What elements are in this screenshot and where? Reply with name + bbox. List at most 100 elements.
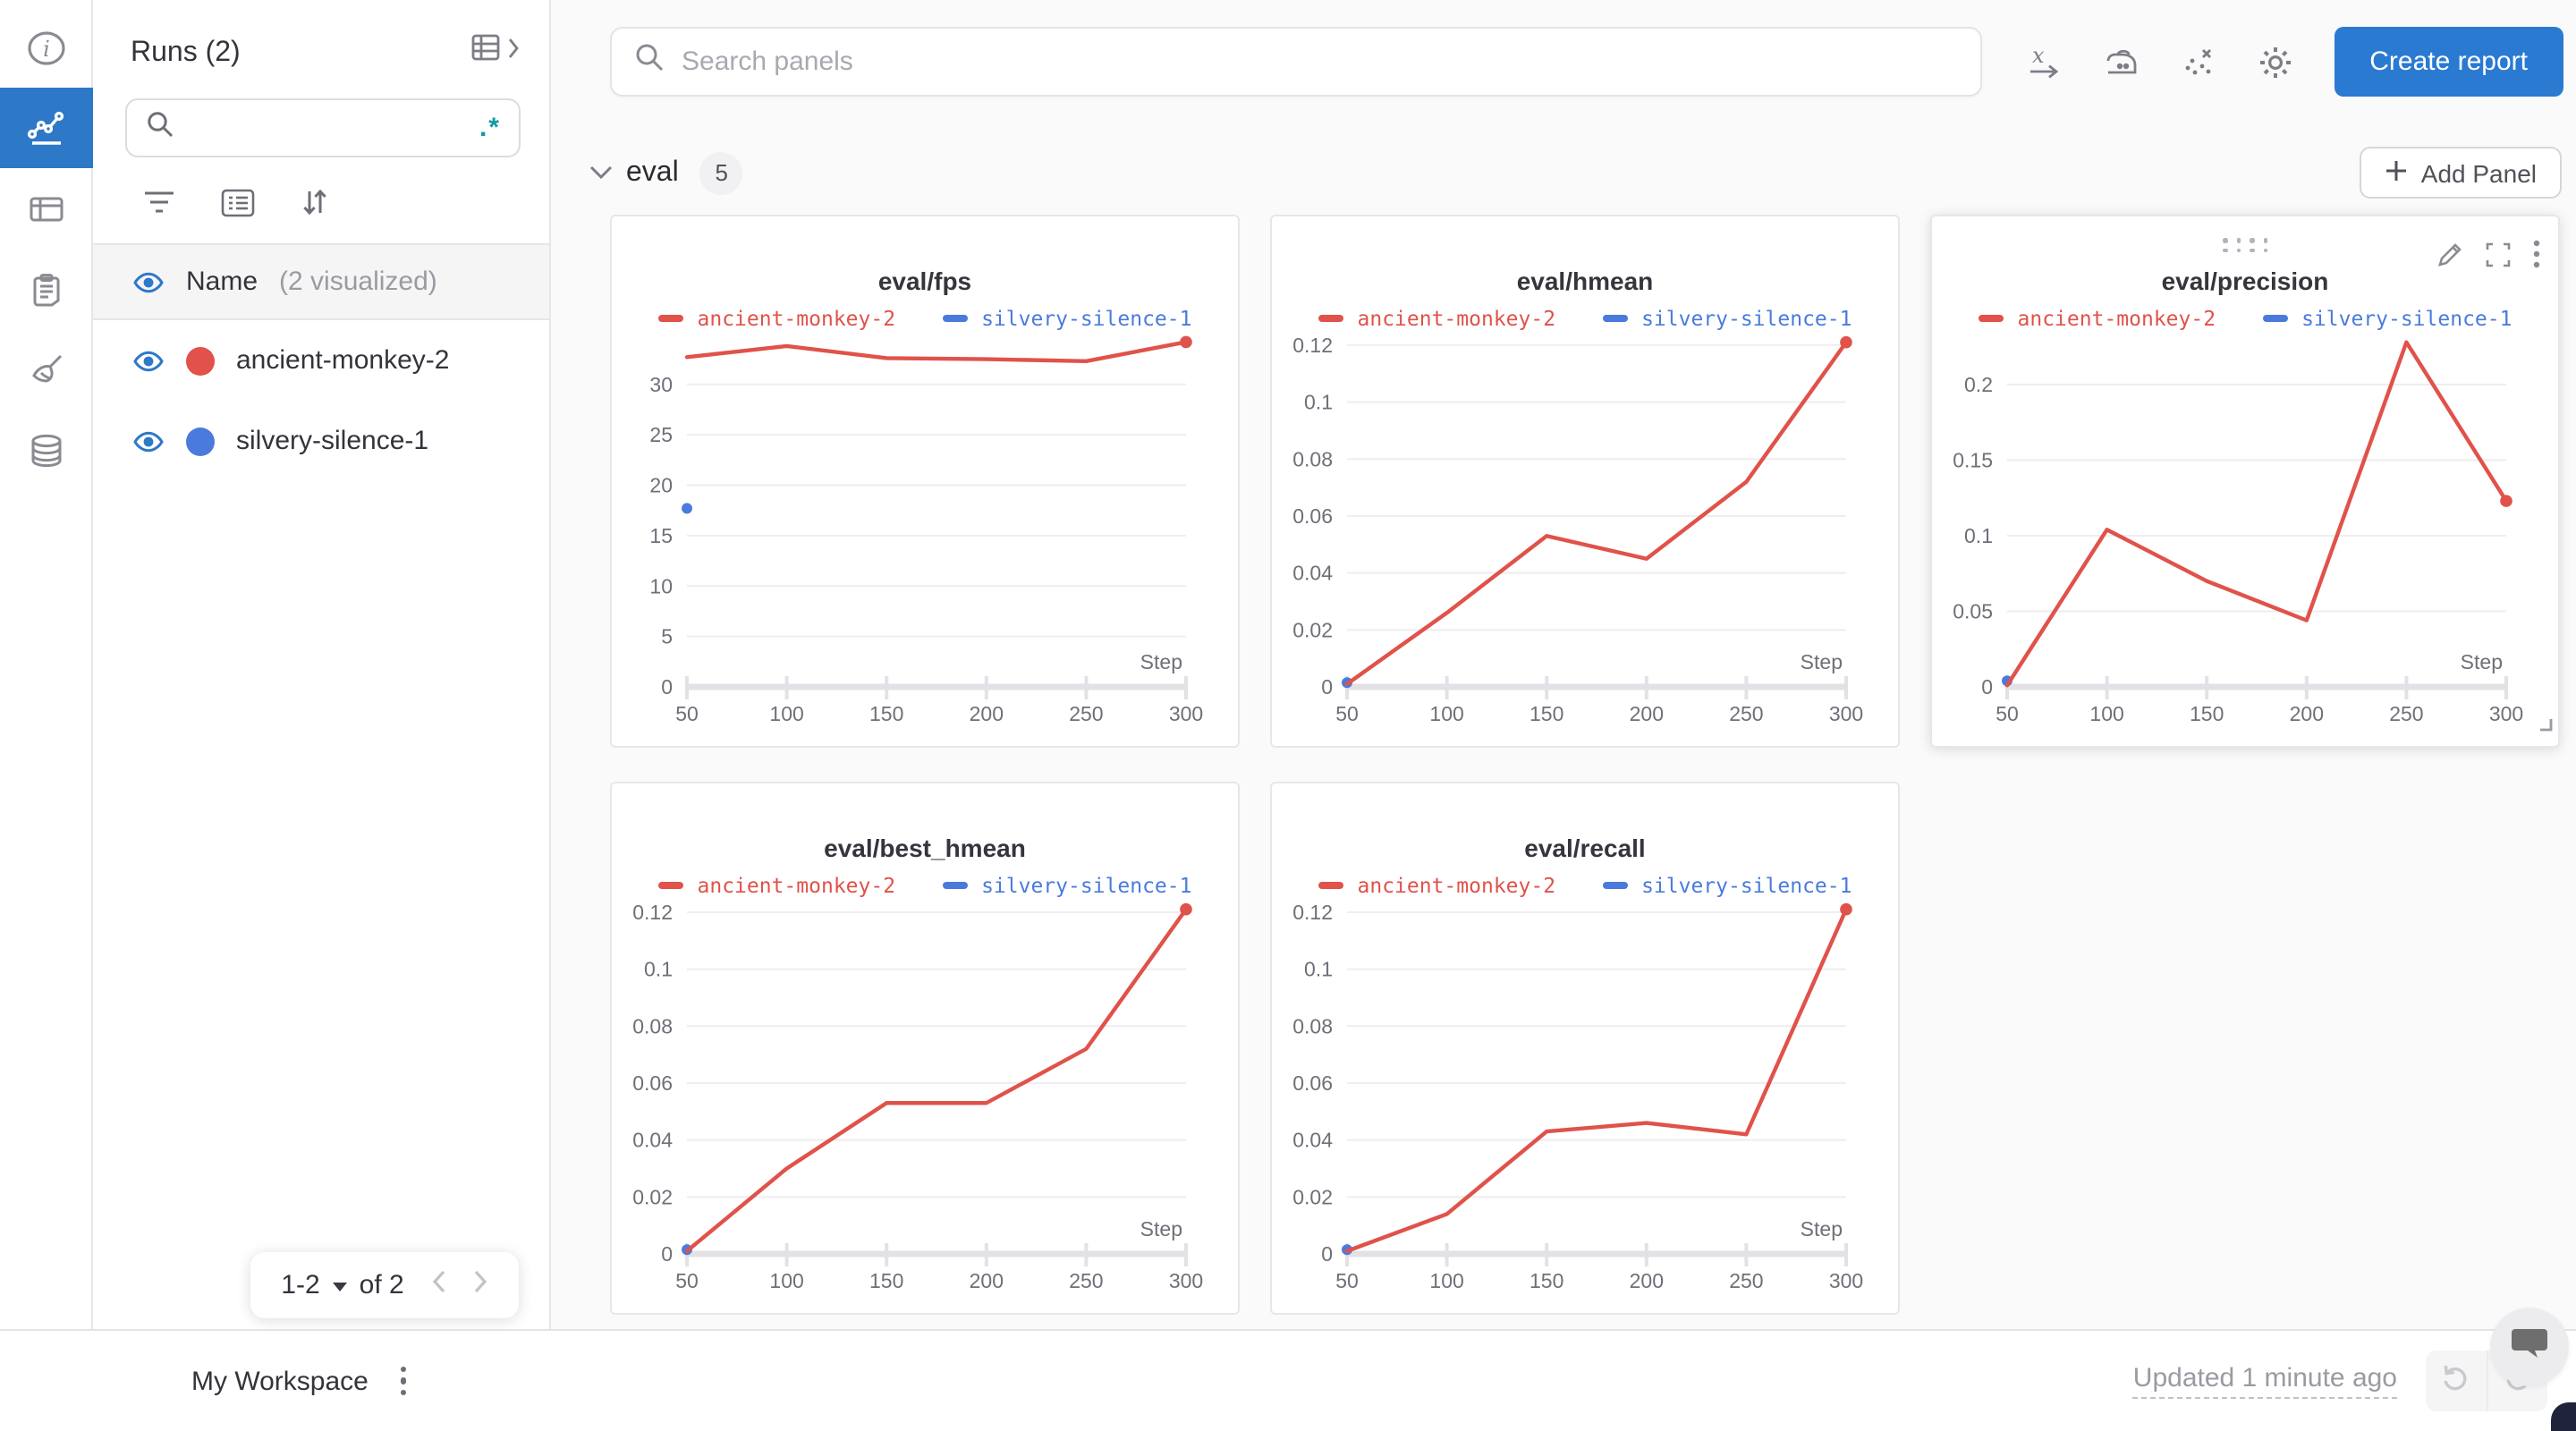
legend-color-dash <box>1318 882 1343 889</box>
run-name-label[interactable]: ancient-monkey-2 <box>236 345 450 376</box>
nav-logs[interactable] <box>0 249 93 329</box>
smoothing-iron-icon[interactable] <box>2102 42 2141 81</box>
nav-overview[interactable]: i <box>0 7 93 88</box>
section-panel-count-badge: 5 <box>699 151 743 194</box>
svg-text:250: 250 <box>1729 702 1763 725</box>
panel-search-input[interactable] <box>682 47 1959 77</box>
table-icon <box>470 32 506 73</box>
visibility-eye-icon[interactable] <box>132 425 165 457</box>
legend-entry[interactable]: silvery-silence-1 <box>1602 873 1852 898</box>
chart-panel[interactable]: eval/fps ancient-monkey-2 silvery-silence… <box>610 215 1240 748</box>
svg-text:Step: Step <box>1140 1217 1182 1240</box>
list-icon[interactable] <box>220 186 256 218</box>
legend-run-label: silvery-silence-1 <box>2301 306 2512 331</box>
svg-text:250: 250 <box>1069 1269 1103 1292</box>
page-of-label: of 2 <box>359 1270 404 1300</box>
section-collapse-chevron-icon[interactable] <box>589 165 614 181</box>
chart-panel[interactable]: eval/precision ancient-monkey-2 silvery-s… <box>1930 215 2560 748</box>
kebab-menu-icon[interactable] <box>2533 240 2540 268</box>
legend-entry[interactable]: silvery-silence-1 <box>1602 306 1852 331</box>
legend-color-dash <box>1978 315 2004 322</box>
legend-entry[interactable]: silvery-silence-1 <box>2262 306 2512 331</box>
svg-text:50: 50 <box>675 702 699 725</box>
sort-icon[interactable] <box>299 186 331 218</box>
workspace-menu-kebab-icon[interactable] <box>400 1366 407 1396</box>
svg-text:0.04: 0.04 <box>632 1129 673 1152</box>
run-name-label[interactable]: silvery-silence-1 <box>236 426 429 456</box>
legend-entry[interactable]: silvery-silence-1 <box>942 873 1191 898</box>
svg-text:250: 250 <box>1729 1269 1763 1292</box>
expand-runs-table-button[interactable] <box>470 32 521 73</box>
legend-entry[interactable]: silvery-silence-1 <box>942 306 1191 331</box>
svg-text:0: 0 <box>661 675 673 699</box>
legend-entry[interactable]: ancient-monkey-2 <box>1978 306 2216 331</box>
svg-text:0.12: 0.12 <box>632 901 673 924</box>
chart-panel[interactable]: eval/hmean ancient-monkey-2 silvery-silen… <box>1270 215 1900 748</box>
svg-text:0.15: 0.15 <box>1953 448 1993 471</box>
section-title[interactable]: eval <box>626 157 679 187</box>
workspace-title[interactable]: My Workspace <box>191 1366 369 1396</box>
legend-entry[interactable]: ancient-monkey-2 <box>657 306 895 331</box>
svg-text:0.02: 0.02 <box>1292 1185 1333 1208</box>
nav-charts[interactable] <box>0 88 93 168</box>
settings-gear-icon[interactable] <box>2256 42 2295 81</box>
legend-run-label: ancient-monkey-2 <box>2017 306 2216 331</box>
legend-run-label: ancient-monkey-2 <box>697 873 896 898</box>
x-axis-settings-icon[interactable]: x <box>2025 42 2064 81</box>
svg-text:0: 0 <box>1981 675 1993 699</box>
nav-table[interactable] <box>0 168 93 249</box>
runs-list: ancient-monkey-2 silvery-silence-1 <box>93 320 549 481</box>
drag-handle-dots[interactable] <box>2223 238 2267 252</box>
svg-text:50: 50 <box>1996 702 2019 725</box>
broom-icon <box>25 348 68 391</box>
run-row[interactable]: silvery-silence-1 <box>93 401 549 481</box>
clipboard-icon <box>25 267 68 310</box>
legend-entry[interactable]: ancient-monkey-2 <box>1318 873 1555 898</box>
chevron-down-icon[interactable] <box>332 1283 347 1291</box>
filter-icon[interactable] <box>141 186 177 218</box>
nav-sweeps[interactable] <box>0 329 93 410</box>
chart-panel[interactable]: eval/best_hmean ancient-monkey-2 silvery-… <box>610 782 1240 1315</box>
line-chart[interactable]: 0 0.02 0.04 0.06 0.08 0.1 0.12 50 100 150 200 250 30… <box>612 898 1241 1313</box>
chart-legend: ancient-monkey-2 silvery-silence-1 <box>612 306 1238 331</box>
svg-text:0.04: 0.04 <box>1292 562 1333 585</box>
visibility-eye-icon[interactable] <box>132 266 165 298</box>
page-range-label[interactable]: 1-2 <box>281 1270 320 1300</box>
line-chart[interactable]: 0 0.05 0.1 0.15 0.2 50 100 150 200 250 300 Step <box>1932 331 2562 746</box>
chart-panel[interactable]: eval/recall ancient-monkey-2 silvery-sile… <box>1270 782 1900 1315</box>
visibility-eye-icon[interactable] <box>132 344 165 377</box>
legend-color-dash <box>1318 315 1343 322</box>
line-chart[interactable]: 0 0.02 0.04 0.06 0.08 0.1 0.12 50 100 150 200 250 30… <box>1272 331 1902 746</box>
svg-text:50: 50 <box>675 1269 699 1292</box>
prev-page-button[interactable] <box>431 1268 447 1302</box>
legend-entry[interactable]: ancient-monkey-2 <box>1318 306 1555 331</box>
svg-text:0.08: 0.08 <box>632 1014 673 1037</box>
edit-panel-pencil-icon[interactable] <box>2436 241 2463 267</box>
next-page-button[interactable] <box>472 1268 488 1302</box>
svg-text:150: 150 <box>869 1269 903 1292</box>
svg-text:0: 0 <box>1321 1242 1333 1266</box>
resize-handle-icon[interactable] <box>2535 708 2553 741</box>
undo-button[interactable] <box>2426 1351 2487 1411</box>
svg-text:0.1: 0.1 <box>1304 391 1333 414</box>
chart-title: eval/hmean <box>1516 267 1654 295</box>
updated-status-label: Updated 1 minute ago <box>2132 1363 2397 1399</box>
runs-search-input[interactable] <box>190 114 479 142</box>
search-icon <box>145 108 175 148</box>
outlier-points-icon[interactable] <box>2179 42 2218 81</box>
line-chart[interactable]: 0 5 10 15 20 25 30 50 100 150 200 250 300 Step <box>612 331 1241 746</box>
legend-color-dash <box>1602 882 1628 889</box>
chat-support-button[interactable] <box>2490 1308 2569 1386</box>
fullscreen-icon[interactable] <box>2485 241 2512 267</box>
run-row[interactable]: ancient-monkey-2 <box>93 320 549 401</box>
legend-entry[interactable]: ancient-monkey-2 <box>657 873 896 898</box>
svg-text:300: 300 <box>1829 702 1863 725</box>
svg-text:0.08: 0.08 <box>1292 1014 1333 1037</box>
svg-text:100: 100 <box>769 702 803 725</box>
add-panel-button[interactable]: Add Panel <box>2360 147 2562 199</box>
regex-toggle-icon[interactable]: .* <box>479 113 501 143</box>
line-chart[interactable]: 0 0.02 0.04 0.06 0.08 0.1 0.12 50 100 150 200 250 30… <box>1272 898 1902 1313</box>
create-report-button[interactable]: Create report <box>2334 27 2563 97</box>
nav-artifacts[interactable] <box>0 410 93 490</box>
chat-bubble-icon <box>2510 1325 2549 1369</box>
